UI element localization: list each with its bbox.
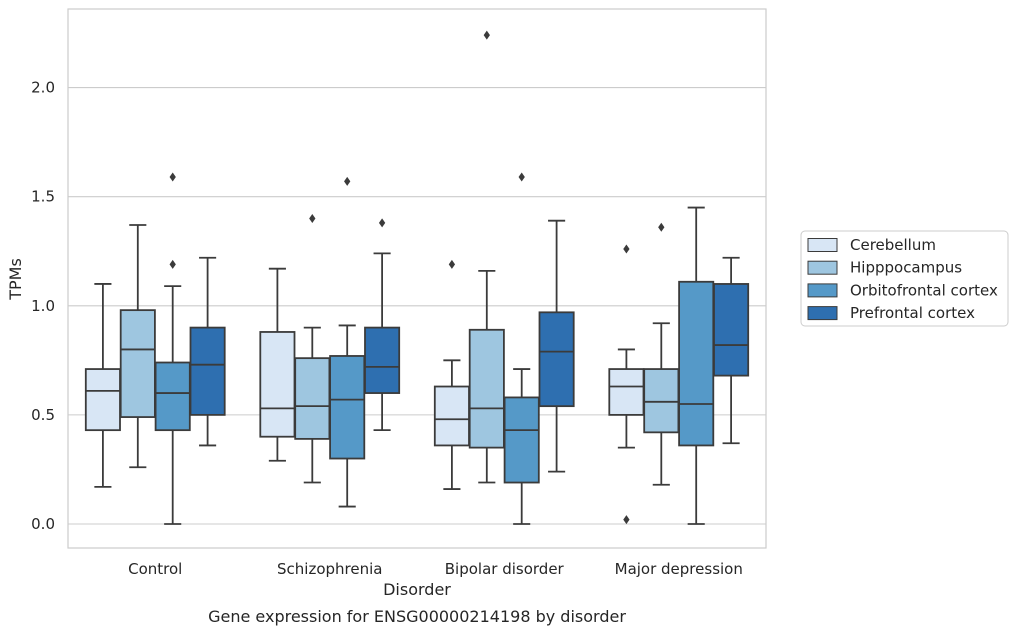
legend-label: Cerebellum — [850, 236, 936, 254]
legend-swatch — [807, 306, 838, 321]
x-tick-label: Bipolar disorder — [445, 560, 565, 578]
box-iqr — [503, 396, 540, 484]
outlier-point — [344, 176, 351, 186]
box-iqr — [608, 368, 645, 416]
box-orbitofrontal-cortex — [154, 172, 191, 525]
box-plots — [84, 30, 750, 525]
box-cerebellum — [433, 259, 470, 490]
box-iqr — [433, 385, 470, 447]
x-axis-label: Disorder — [383, 580, 451, 599]
outlier-point — [378, 218, 386, 228]
x-tick-label: Control — [128, 560, 182, 578]
box-iqr — [538, 311, 575, 408]
box-orbitofrontal-cortex — [678, 206, 715, 525]
box-hipppocampus — [643, 222, 680, 486]
box-iqr — [643, 368, 680, 434]
outlier-point — [518, 172, 525, 182]
box-iqr — [713, 283, 750, 377]
outlier-point — [623, 244, 630, 254]
y-tick-label: 2.0 — [31, 79, 55, 97]
box-iqr — [468, 328, 505, 449]
legend-label: Hipppocampus — [850, 259, 962, 277]
box-prefrontal-cortex — [538, 219, 575, 473]
outlier-point — [483, 30, 490, 40]
outlier-point — [169, 172, 176, 182]
box-iqr — [678, 280, 715, 447]
box-hipppocampus — [468, 30, 505, 484]
box-prefrontal-cortex — [364, 218, 401, 432]
box-hipppocampus — [119, 224, 156, 469]
outlier-point — [169, 259, 176, 269]
box-orbitofrontal-cortex — [503, 172, 540, 525]
legend-swatch — [807, 283, 838, 298]
outlier-point — [658, 222, 665, 232]
box-iqr — [84, 368, 121, 432]
box-iqr — [329, 355, 366, 460]
box-prefrontal-cortex — [713, 256, 750, 445]
box-iqr — [364, 326, 401, 394]
y-tick-label: 0.0 — [31, 515, 55, 533]
box-orbitofrontal-cortex — [329, 176, 366, 508]
box-hipppocampus — [294, 213, 331, 484]
box-iqr — [259, 331, 296, 438]
y-axis-label: TPMs — [6, 258, 25, 301]
box-cerebellum — [259, 267, 296, 462]
y-tick-labels: 0.0 0.5 1.0 1.5 2.0 — [31, 79, 55, 533]
box-iqr — [154, 361, 191, 432]
legend-label: Orbitofrontal cortex — [850, 281, 998, 299]
legend-frame — [800, 230, 1009, 327]
chart-caption: Gene expression for ENSG00000214198 by d… — [208, 607, 626, 626]
legend-swatch — [807, 238, 838, 252]
outlier-point — [448, 259, 456, 269]
box-iqr — [294, 357, 331, 440]
plot-frame — [67, 8, 767, 549]
legend-swatch — [807, 260, 838, 275]
y-tick-label: 1.0 — [31, 297, 55, 315]
x-tick-label: Major depression — [615, 560, 743, 578]
box-cerebellum — [84, 283, 121, 488]
legend-label: Prefrontal cortex — [850, 304, 975, 322]
box-cerebellum — [608, 244, 645, 525]
y-tick-label: 0.5 — [31, 406, 55, 424]
box-iqr — [119, 309, 156, 418]
box-prefrontal-cortex — [189, 256, 226, 447]
x-tick-labels: Control Schizophrenia Bipolar disorder Majo… — [128, 560, 743, 578]
x-tick-label: Schizophrenia — [277, 560, 382, 578]
box-iqr — [189, 326, 226, 416]
y-tick-label: 1.5 — [31, 188, 55, 206]
outlier-point — [623, 515, 630, 525]
legend: Cerebellum Hipppocampus Orbitofrontal cort… — [800, 230, 1009, 327]
outlier-point — [309, 213, 316, 223]
